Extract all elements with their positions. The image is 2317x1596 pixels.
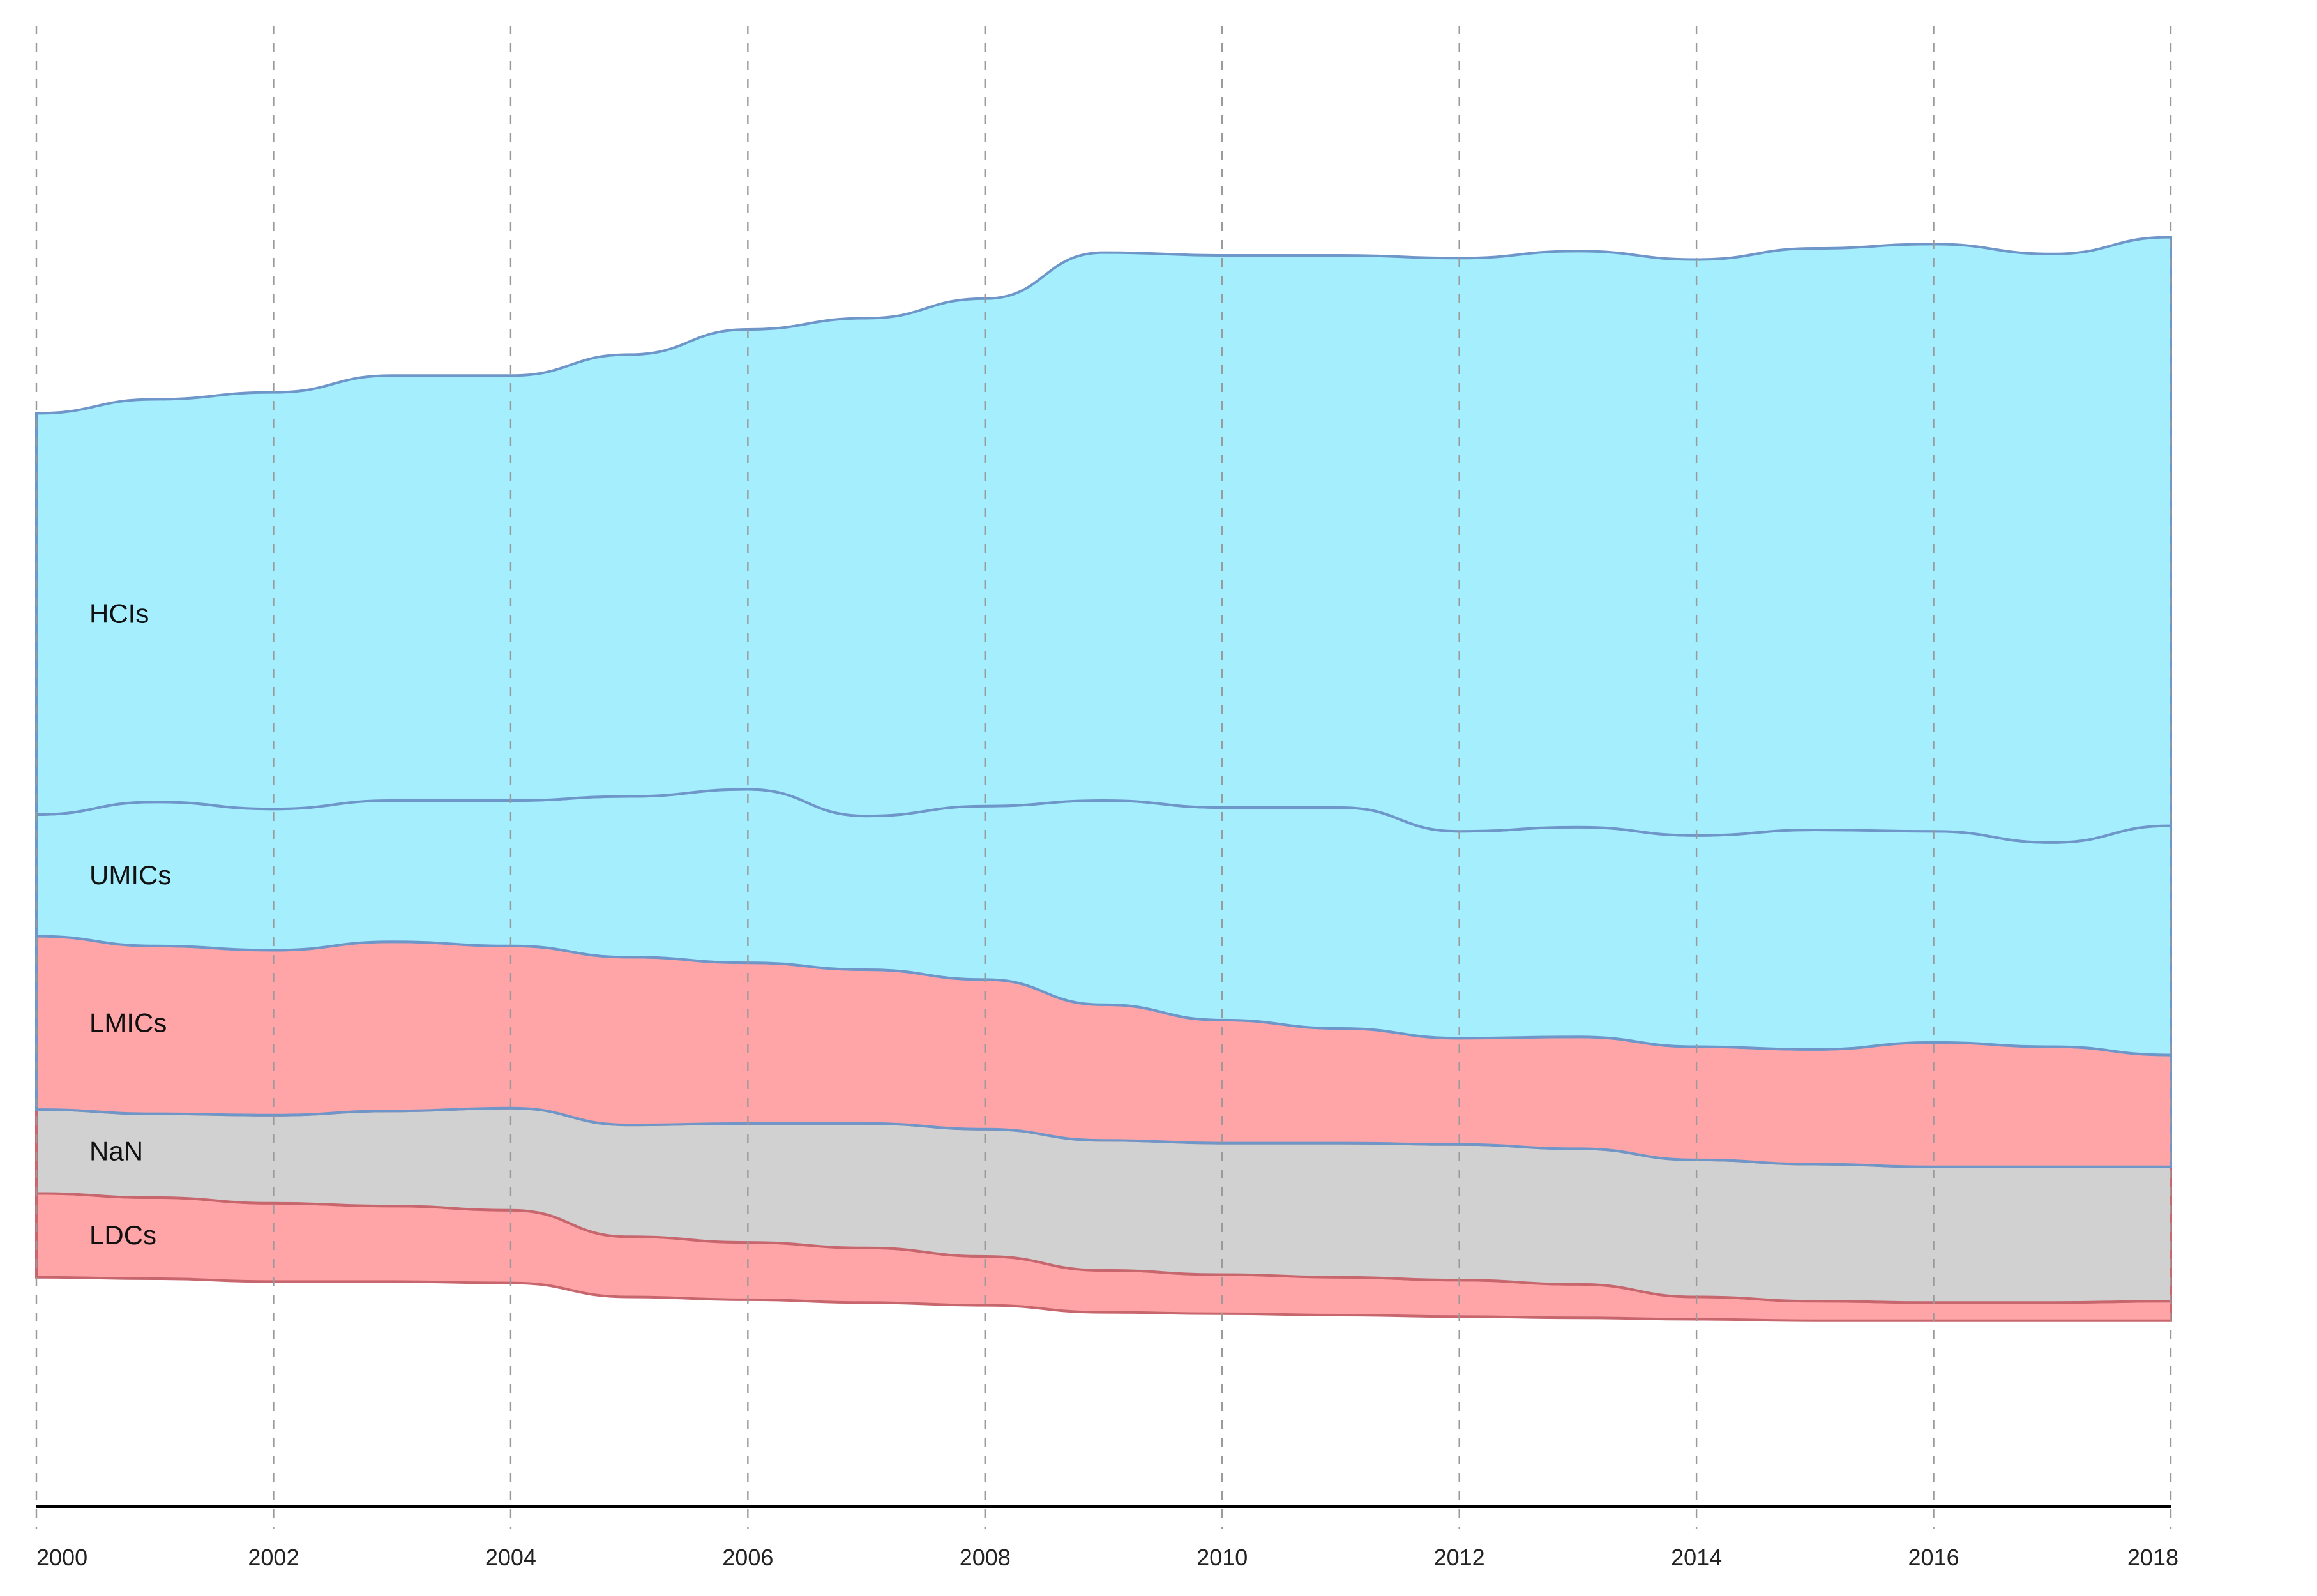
x-tick-label: 2014	[1671, 1544, 1722, 1570]
x-tick-label: 2006	[722, 1544, 773, 1570]
series-label-nan: NaN	[89, 1136, 143, 1166]
x-axis-ticks: 2000 2002 2004 2006 2008 2010 2012 2014 2016 2018	[36, 1544, 2178, 1570]
x-tick-label: 2004	[485, 1544, 536, 1570]
x-tick-label: 2016	[1908, 1544, 1959, 1570]
x-tick-label: 2010	[1196, 1544, 1248, 1570]
series-label-hcis: HCIs	[89, 599, 149, 629]
series-labels: LDCs NaN LMICs UMICs HCIs	[89, 599, 171, 1250]
area-hcis	[35, 236, 2172, 844]
x-tick-label: 2002	[248, 1544, 299, 1570]
x-tick-label: 2018	[2127, 1544, 2178, 1570]
vertical-grid	[35, 26, 2172, 1529]
series-areas	[35, 236, 2172, 1322]
series-label-lmics: LMICs	[89, 1007, 167, 1037]
series-label-umics: UMICs	[89, 860, 171, 890]
series-label-ldcs: LDCs	[89, 1220, 156, 1250]
x-tick-label: 2000	[36, 1544, 87, 1570]
x-tick-label: 2008	[960, 1544, 1011, 1570]
x-tick-label: 2012	[1434, 1544, 1485, 1570]
